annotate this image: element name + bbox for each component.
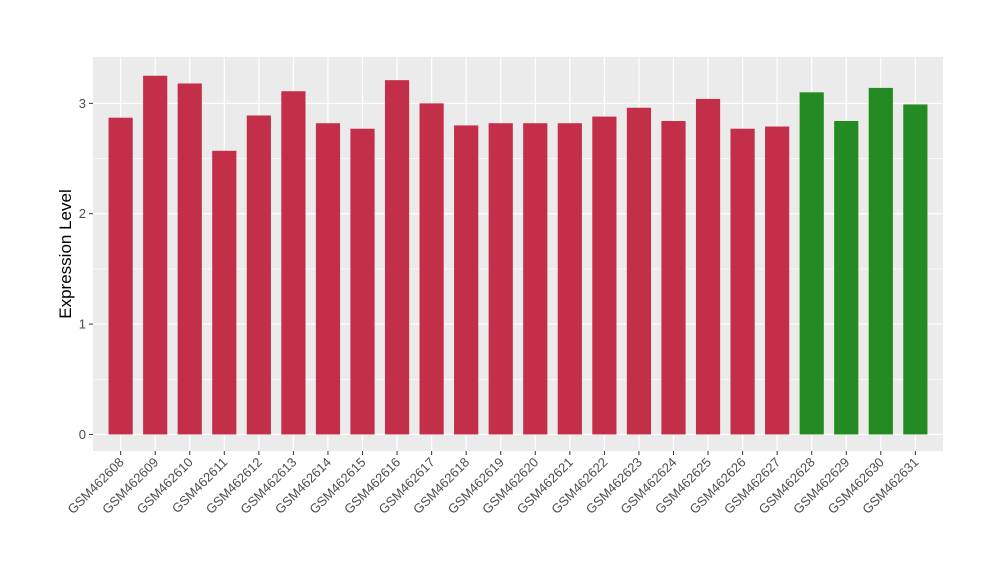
bar-GSM462621 <box>557 123 582 435</box>
bar-GSM462616 <box>384 80 410 435</box>
y-axis: 0 1 2 3 <box>79 96 93 442</box>
bar-GSM462612 <box>246 115 271 435</box>
bar-GSM462618 <box>454 125 479 435</box>
bar-GSM462625 <box>695 98 721 435</box>
y-tick-label: 1 <box>79 317 86 332</box>
bar-GSM462623 <box>626 107 652 435</box>
y-tick-label: 2 <box>79 206 86 221</box>
bar-GSM462608 <box>108 117 133 435</box>
bar-GSM462614 <box>315 123 341 435</box>
x-axis: GSM462608GSM462609GSM462610GSM462611GSM4… <box>65 451 921 517</box>
bar-GSM462617 <box>419 103 444 435</box>
bar-GSM462620 <box>523 123 548 435</box>
y-axis-title: Expression Level <box>56 189 75 318</box>
bar-GSM462626 <box>730 128 755 435</box>
bar-GSM462630 <box>868 87 893 435</box>
bars <box>108 75 928 435</box>
bar-GSM462631 <box>903 104 928 435</box>
bar-GSM462609 <box>143 75 168 435</box>
bar-GSM462615 <box>350 128 375 435</box>
bar-GSM462627 <box>765 126 790 435</box>
bar-GSM462619 <box>488 123 513 435</box>
bar-GSM462629 <box>834 121 859 435</box>
bar-GSM462611 <box>212 150 237 435</box>
bar-GSM462624 <box>661 121 686 435</box>
bar-GSM462628 <box>799 92 824 435</box>
y-tick-label: 0 <box>79 427 86 442</box>
bar-GSM462613 <box>281 91 306 435</box>
bar-GSM462622 <box>592 116 617 435</box>
y-tick-label: 3 <box>79 96 86 111</box>
bar-GSM462610 <box>177 83 202 435</box>
